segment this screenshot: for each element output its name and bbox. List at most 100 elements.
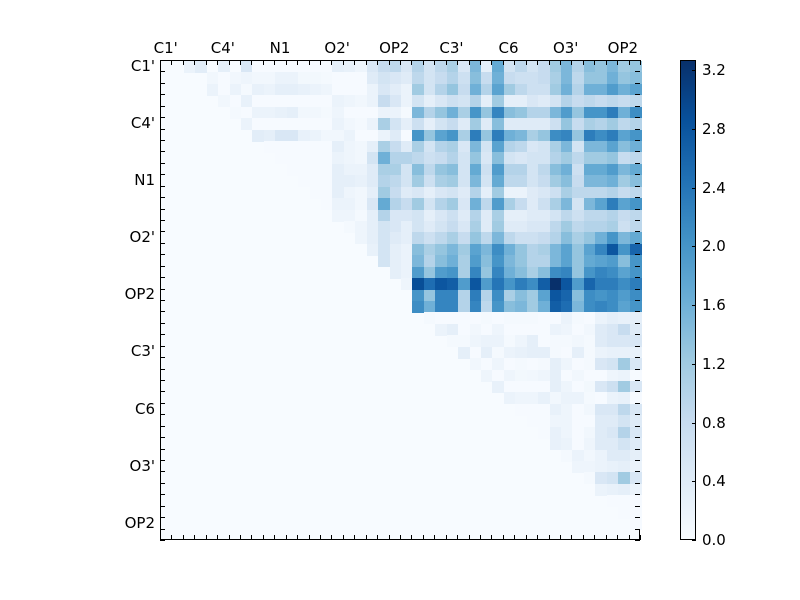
heatmap-cell (446, 163, 459, 176)
x-tick (525, 60, 527, 65)
heatmap-cell (423, 278, 436, 291)
heatmap-cell (572, 61, 585, 74)
heatmap-cell (412, 232, 425, 245)
heatmap-cell (503, 95, 516, 108)
heatmap-cell (595, 289, 608, 302)
y-tick (160, 448, 165, 450)
heatmap-cell (332, 72, 345, 85)
heatmap-cell (412, 289, 425, 302)
heatmap-cell (515, 118, 528, 131)
heatmap-cell (458, 118, 471, 131)
heatmap-cell (355, 106, 368, 119)
heatmap-cell (481, 335, 494, 348)
heatmap-cell (412, 152, 425, 165)
heatmap-cell (583, 472, 596, 485)
heatmap-cell (538, 232, 551, 245)
heatmap-cell (561, 266, 574, 279)
y-tick (635, 288, 640, 290)
heatmap-cell (526, 346, 539, 359)
x-tick-label: O3' (552, 39, 579, 57)
heatmap-cell (572, 175, 585, 188)
y-tick-label: O3' (129, 456, 155, 475)
heatmap-cell (618, 301, 631, 314)
x-tick (537, 60, 539, 65)
heatmap-cell (629, 369, 642, 382)
heatmap-cell (561, 312, 574, 325)
heatmap-cell (263, 141, 276, 154)
heatmap-cell (629, 392, 642, 405)
heatmap-cell (401, 186, 414, 199)
heatmap-cell (618, 346, 631, 359)
heatmap-cell (275, 152, 288, 165)
y-tick (635, 254, 640, 256)
heatmap-cell (538, 95, 551, 108)
heatmap-cell (423, 232, 436, 245)
x-tick (262, 535, 264, 540)
heatmap-cell (469, 83, 482, 96)
heatmap-cell (583, 95, 596, 108)
x-tick (331, 535, 333, 540)
heatmap-cell (526, 198, 539, 211)
heatmap-cell (446, 255, 459, 268)
heatmap-cell (378, 141, 391, 154)
heatmap-cell (549, 392, 562, 405)
heatmap-cell (389, 198, 402, 211)
heatmap-cell (606, 106, 619, 119)
heatmap-cell (481, 83, 494, 96)
heatmap-cell (606, 369, 619, 382)
x-tick (171, 60, 173, 65)
heatmap-cell (458, 232, 471, 245)
heatmap-cell (515, 152, 528, 165)
heatmap-cell (332, 118, 345, 131)
x-tick (491, 535, 493, 540)
y-tick (160, 402, 165, 404)
heatmap-cell (401, 198, 414, 211)
heatmap-cell (606, 278, 619, 291)
heatmap-cell (332, 61, 345, 74)
heatmap-cell (492, 83, 505, 96)
heatmap-cell (389, 72, 402, 85)
heatmap-cell (481, 61, 494, 74)
y-tick (160, 380, 165, 381)
heatmap-cell (526, 163, 539, 176)
heatmap-cell (561, 403, 574, 416)
y-tick (635, 471, 640, 473)
heatmap-cell (435, 61, 448, 74)
heatmap-cell (595, 198, 608, 211)
y-tick (160, 414, 165, 416)
heatmap-cell (595, 438, 608, 451)
heatmap-cell (526, 289, 539, 302)
heatmap-cell (355, 83, 368, 96)
heatmap-cell (423, 301, 436, 314)
colorbar-tick-label: 2.4 (702, 178, 726, 197)
heatmap-cell (583, 449, 596, 462)
y-tick (160, 368, 165, 370)
heatmap-cell (481, 152, 494, 165)
heatmap-cell (618, 369, 631, 382)
heatmap-cell (321, 118, 334, 131)
heatmap-cell (583, 129, 596, 142)
heatmap-cell (423, 186, 436, 199)
heatmap-cell (309, 83, 322, 96)
x-tick (480, 535, 481, 540)
heatmap-cell (538, 266, 551, 279)
heatmap-cell (618, 278, 631, 291)
y-tick-label: C6 (134, 399, 155, 418)
heatmap-cell (515, 392, 528, 405)
colorbar-tick-label: 0.8 (702, 413, 726, 432)
heatmap-cell (435, 278, 448, 291)
heatmap-cell (481, 106, 494, 119)
colorbar-tick (692, 305, 696, 307)
y-tick (635, 368, 640, 370)
heatmap-cell (321, 163, 334, 176)
heatmap-cell (606, 392, 619, 405)
heatmap-cell (526, 209, 539, 222)
heatmap-cell (401, 278, 414, 291)
heatmap-cell (618, 232, 631, 245)
heatmap-cell (549, 209, 562, 222)
heatmap-cell (618, 221, 631, 234)
heatmap-cell (481, 175, 494, 188)
heatmap-cell (503, 335, 516, 348)
heatmap-cell (503, 346, 516, 359)
heatmap-cell (538, 301, 551, 314)
